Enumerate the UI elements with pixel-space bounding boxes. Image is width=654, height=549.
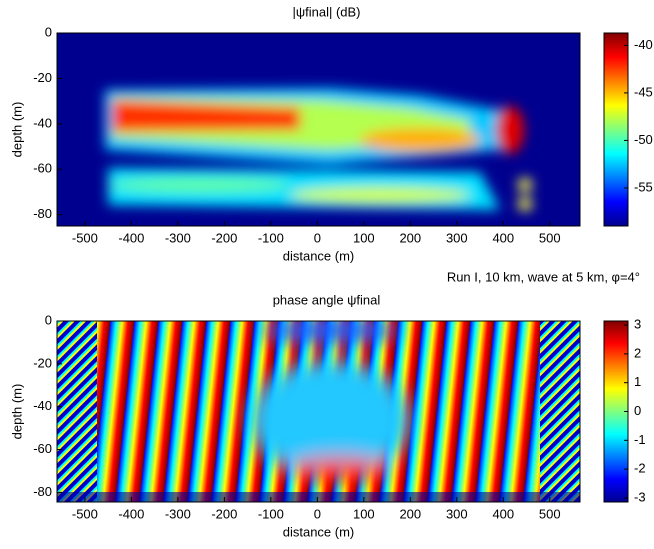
colorbar-tick-label: 3	[634, 316, 641, 331]
y-tick-label: -80	[33, 484, 52, 499]
x-tick-label: 400	[492, 506, 514, 521]
x-tick-label: -500	[72, 230, 98, 245]
x-tick-label: 200	[399, 506, 421, 521]
y-tick-label: -40	[33, 398, 52, 413]
x-tick-label: 500	[539, 506, 561, 521]
x-axis-label: distance (m)	[283, 248, 355, 263]
y-tick-label: -80	[33, 206, 52, 221]
annotation: Run I, 10 km, wave at 5 km, φ=4°	[447, 269, 640, 284]
x-tick-label: 100	[353, 230, 375, 245]
x-tick-label: -500	[72, 506, 98, 521]
colorbar-tick-label: -1	[634, 432, 646, 447]
x-tick-label: 0	[314, 506, 321, 521]
colorbar-tick-label: -50	[634, 132, 653, 147]
chart-title: |ψfinal| (dB)	[292, 4, 360, 19]
x-tick-label: 300	[446, 506, 468, 521]
x-tick-label: -100	[258, 230, 284, 245]
colorbar-tick-label: -40	[634, 37, 653, 52]
chart-title: phase angle ψfinal	[273, 292, 381, 307]
y-tick-label: 0	[45, 24, 52, 39]
x-tick-label: -300	[165, 230, 191, 245]
x-tick-label: 200	[399, 230, 421, 245]
x-tick-label: 100	[353, 506, 375, 521]
colorbar-frame	[603, 32, 629, 227]
y-tick-label: -40	[33, 115, 52, 130]
field-top	[57, 33, 580, 226]
x-tick-label: -400	[118, 230, 144, 245]
plot-frame	[56, 32, 581, 227]
x-tick-label: 0	[314, 230, 321, 245]
plot-frame	[56, 320, 581, 503]
y-tick-label: -60	[33, 161, 52, 176]
y-axis-label: depth (m)	[9, 384, 24, 440]
colorbar-tick-label: 1	[634, 374, 641, 389]
x-tick-label: 500	[539, 230, 561, 245]
x-tick-label: -300	[165, 506, 191, 521]
field-bottom	[57, 321, 580, 502]
colorbar-tick-label: -45	[634, 84, 653, 99]
y-tick-label: -20	[33, 70, 52, 85]
colorbar	[604, 33, 628, 226]
y-tick-label: 0	[45, 312, 52, 327]
colorbar-tick-label: -55	[634, 179, 653, 194]
x-tick-label: -200	[211, 230, 237, 245]
x-tick-label: -100	[258, 506, 284, 521]
x-tick-label: -400	[118, 506, 144, 521]
colorbar-tick-label: 2	[634, 345, 641, 360]
colorbar-tick-label: -3	[634, 489, 646, 504]
y-tick-label: -60	[33, 441, 52, 456]
colorbar-tick-label: 0	[634, 403, 641, 418]
x-axis-label: distance (m)	[283, 524, 355, 539]
y-tick-label: -20	[33, 355, 52, 370]
colorbar-tick-label: -2	[634, 461, 646, 476]
x-tick-label: 300	[446, 230, 468, 245]
y-axis-label: depth (m)	[9, 102, 24, 158]
x-tick-label: -200	[211, 506, 237, 521]
x-tick-label: 400	[492, 230, 514, 245]
